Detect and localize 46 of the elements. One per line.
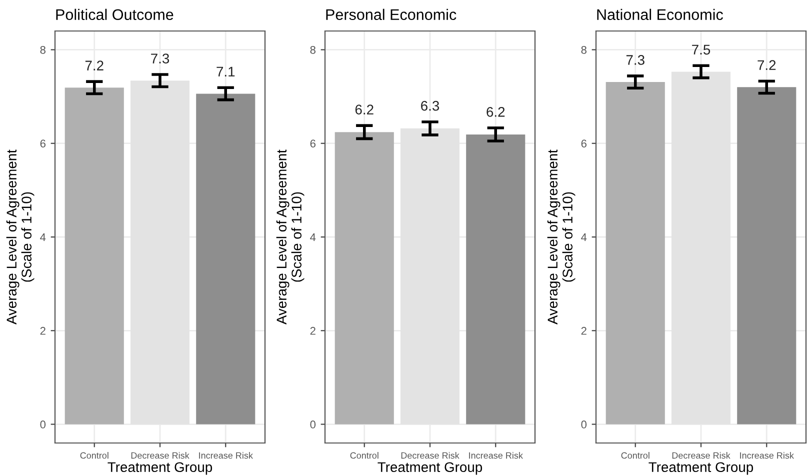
data-label: 7.3 [151, 54, 170, 64]
x-axis-title: Treatment Group [378, 462, 482, 475]
y-tick-label: 0 [581, 420, 587, 428]
bar [334, 132, 394, 424]
chart-title: Political Outcome [56, 8, 174, 20]
chart-title: Personal Economic [326, 8, 456, 20]
x-axis-title: Treatment Group [108, 462, 212, 475]
data-label: 7.1 [216, 66, 235, 76]
y-tick-label: 0 [310, 420, 316, 428]
x-tick-label: Increase Risk [740, 452, 794, 459]
y-tick-label: 2 [310, 326, 316, 335]
data-label: 7.3 [626, 55, 644, 65]
x-tick-label: Control [350, 452, 378, 459]
bar [64, 88, 124, 424]
data-label: 7.2 [85, 60, 104, 70]
data-label: 6.3 [421, 100, 440, 111]
y-tick-label: 0 [40, 420, 46, 428]
y-axis-title: Average Level of Agreement (Scale of 1-10) [276, 150, 304, 324]
y-tick-label: 4 [310, 233, 316, 242]
y-tick-label: 4 [40, 233, 46, 242]
y-tick-label: 6 [581, 140, 586, 148]
y-axis-title: Average Level of Agreement (Scale of 1-10) [547, 150, 576, 324]
chart-title: National Economic [597, 8, 723, 20]
x-tick-label: Decrease Risk [131, 452, 190, 459]
y-tick-label: 8 [581, 46, 586, 54]
bar [196, 94, 256, 424]
data-label: 7.5 [692, 44, 710, 55]
y-tick-label: 8 [310, 46, 316, 54]
x-tick-label: Decrease Risk [672, 452, 730, 459]
data-label: 6.2 [355, 104, 374, 114]
data-label: 7.2 [758, 60, 776, 70]
x-tick-label: Increase Risk [199, 452, 253, 459]
y-tick-label: 6 [40, 140, 46, 148]
y-axis-title: Average Level of Agreement (Scale of 1-10) [6, 150, 34, 324]
data-label: 6.2 [486, 107, 505, 117]
x-tick-label: Control [621, 452, 650, 459]
x-tick-label: Decrease Risk [401, 452, 460, 459]
y-tick-label: 4 [581, 233, 587, 242]
y-tick-label: 2 [581, 326, 586, 335]
bar [466, 134, 526, 424]
y-tick-label: 2 [40, 326, 46, 335]
y-tick-label: 8 [40, 46, 46, 54]
x-tick-label: Control [80, 452, 108, 459]
y-tick-label: 6 [310, 140, 316, 148]
x-axis-title: Treatment Group [648, 462, 754, 475]
x-tick-label: Increase Risk [469, 452, 523, 459]
